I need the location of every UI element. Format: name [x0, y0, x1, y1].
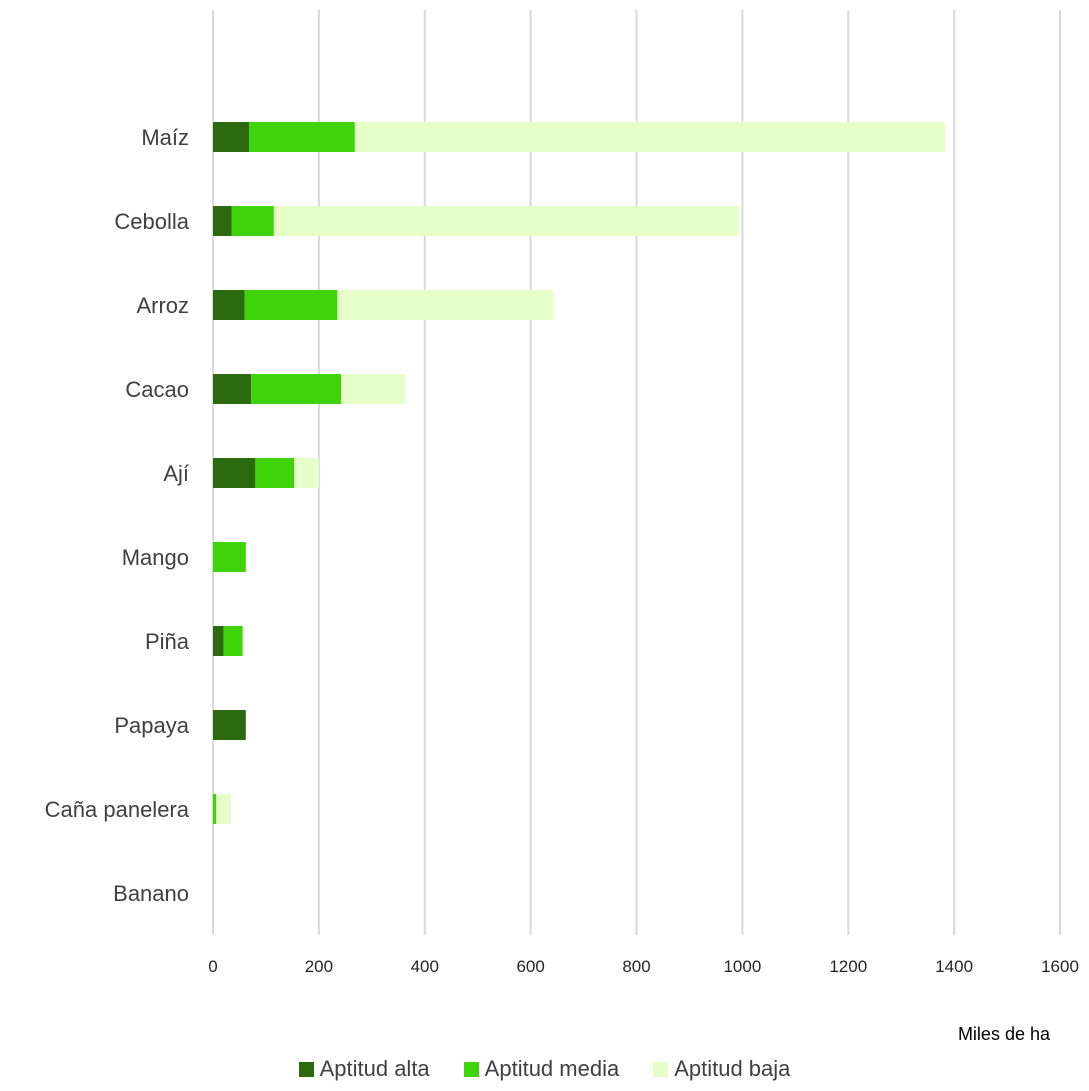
- category-label-aji: Ají: [163, 461, 189, 486]
- bar-cebolla-aptitud-baja: [273, 206, 739, 236]
- bar-cebolla-aptitud-alta: [213, 206, 232, 236]
- legend-item-aptitud-baja: Aptitud baja: [653, 1056, 790, 1082]
- bar-arroz-aptitud-media: [244, 290, 338, 320]
- bar-pina-aptitud-alta: [213, 626, 224, 656]
- x-tick-label-1400: 1400: [935, 957, 973, 976]
- legend-item-aptitud-alta: Aptitud alta: [298, 1056, 430, 1082]
- bars: [213, 122, 946, 824]
- x-tick-label-200: 200: [305, 957, 333, 976]
- bar-papaya-aptitud-alta: [213, 710, 246, 740]
- legend-label-aptitud-baja: Aptitud baja: [674, 1056, 791, 1081]
- category-labels: Maíz Cebolla Arroz Cacao Ají Mango Piña Papaya C…: [45, 125, 190, 906]
- bar-arroz-aptitud-alta: [213, 290, 245, 320]
- bar-cana-panelera-aptitud-media: [213, 794, 217, 824]
- category-label-banano: Banano: [113, 881, 189, 906]
- legend-swatch-aptitud-media: [463, 1061, 479, 1077]
- x-tick-label-600: 600: [516, 957, 544, 976]
- category-label-cebolla: Cebolla: [114, 209, 189, 234]
- bar-arroz-aptitud-baja: [337, 290, 553, 320]
- bar-cacao-aptitud-baja: [341, 374, 406, 404]
- x-tick-label-400: 400: [411, 957, 439, 976]
- bar-pina-aptitud-media: [223, 626, 243, 656]
- x-tick-label-1600: 1600: [1041, 957, 1079, 976]
- bar-aji-aptitud-baja: [293, 458, 319, 488]
- bar-cacao-aptitud-media: [251, 374, 342, 404]
- category-label-arroz: Arroz: [136, 293, 189, 318]
- bar-aji-aptitud-alta: [213, 458, 256, 488]
- category-label-papaya: Papaya: [114, 713, 189, 738]
- category-label-maiz: Maíz: [141, 125, 189, 150]
- legend-label-aptitud-media: Aptitud media: [484, 1056, 620, 1081]
- x-tick-label-1000: 1000: [723, 957, 761, 976]
- stacked-bar-chart: Maíz Cebolla Arroz Cacao Ají Mango Piña Papaya C…: [45, 10, 1079, 1044]
- x-tick-label-0: 0: [208, 957, 217, 976]
- bar-maiz-aptitud-media: [248, 122, 355, 152]
- x-axis-title: Miles de ha: [958, 1024, 1051, 1044]
- legend-item-aptitud-media: Aptitud media: [463, 1056, 620, 1082]
- category-label-pina: Piña: [145, 629, 190, 654]
- bar-cana-panelera-aptitud-baja: [216, 794, 231, 824]
- bar-mango-aptitud-media: [213, 542, 246, 572]
- bar-maiz-aptitud-alta: [213, 122, 249, 152]
- bar-aji-aptitud-media: [255, 458, 294, 488]
- category-label-cana-panelera: Caña panelera: [45, 797, 190, 822]
- bar-pina-aptitud-baja: [242, 626, 245, 656]
- x-tick-label-800: 800: [622, 957, 650, 976]
- category-label-mango: Mango: [122, 545, 189, 570]
- legend-label-aptitud-alta: Aptitud alta: [319, 1056, 430, 1081]
- bar-cacao-aptitud-alta: [213, 374, 252, 404]
- bar-maiz-aptitud-baja: [354, 122, 946, 152]
- gridlines: [212, 10, 1061, 935]
- x-tick-label-1200: 1200: [829, 957, 867, 976]
- legend-swatch-aptitud-alta: [298, 1061, 314, 1077]
- category-label-cacao: Cacao: [125, 377, 189, 402]
- legend: Aptitud alta Aptitud media Aptitud baja: [0, 1052, 1089, 1086]
- legend-swatch-aptitud-baja: [653, 1061, 669, 1077]
- x-tick-labels: 0 200 400 600 800 1000 1200 1400 1600: [208, 957, 1079, 976]
- bar-cebolla-aptitud-media: [231, 206, 274, 236]
